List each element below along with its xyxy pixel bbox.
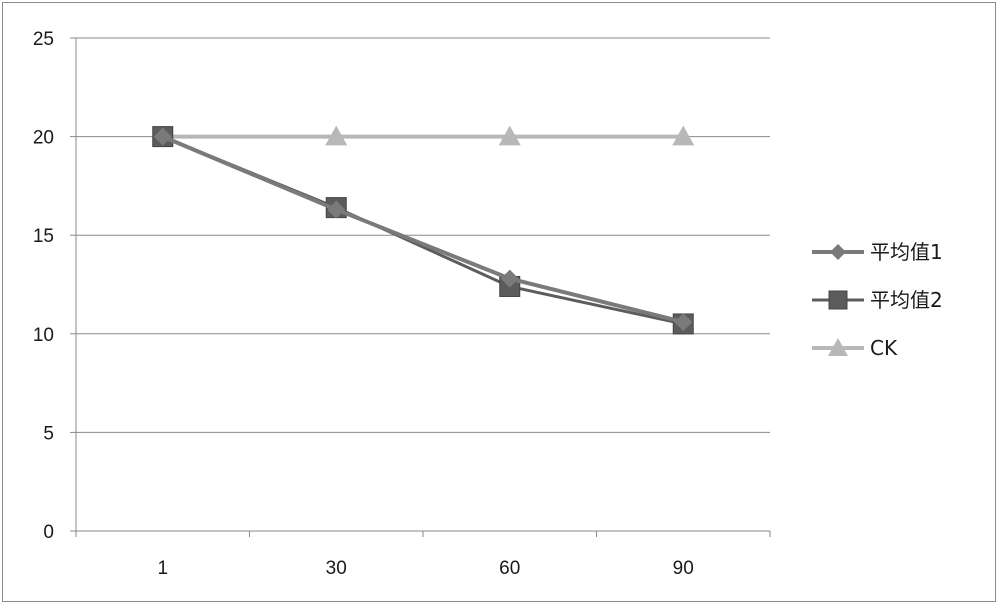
legend-2-label: 平均值2 [870,288,943,312]
legend-1-marker [830,244,846,260]
legend-3-label: CK [870,336,898,360]
y-tick-label: 10 [33,325,54,346]
series-1-point [327,200,346,219]
series-3-point [498,125,521,146]
series-1-point [153,127,172,146]
y-tick-label: 5 [43,423,54,444]
legend-3-marker [828,338,848,356]
series-3-point [325,125,348,146]
series-1-line [161,134,684,324]
series-2-line [162,135,684,326]
series-3-point [672,125,695,146]
legend-1-label: 平均值1 [870,240,943,264]
y-tick-label: 25 [33,29,54,50]
x-tick-label: 90 [673,558,694,579]
x-tick-label: 30 [326,558,347,579]
y-tick-label: 0 [43,522,54,543]
series-1-point [674,312,693,331]
legend-2-marker [828,290,848,310]
x-tick-label: 1 [157,558,168,579]
series-1-point [500,269,519,288]
y-tick-label: 15 [33,226,54,247]
y-tick-label: 20 [33,128,54,149]
x-tick-label: 60 [499,558,520,579]
